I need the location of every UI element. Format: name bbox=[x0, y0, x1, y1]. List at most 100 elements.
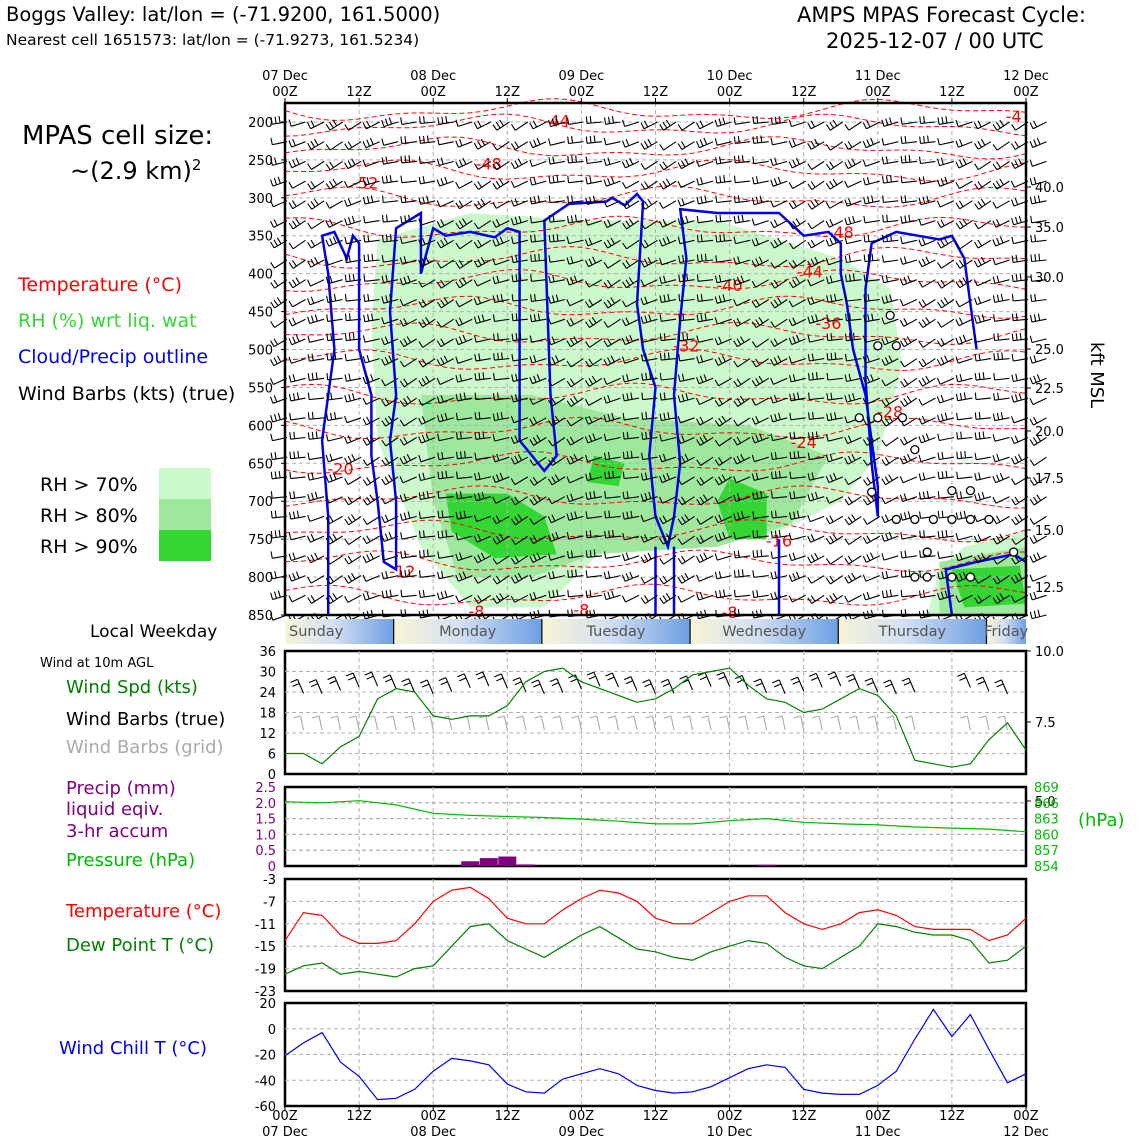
wind-barb bbox=[641, 392, 658, 401]
wind-barb bbox=[733, 195, 751, 204]
date-label-bottom: 12 Dec bbox=[1003, 1125, 1049, 1140]
wind-barb bbox=[604, 530, 621, 539]
wind-barb bbox=[325, 293, 343, 303]
wind-barb bbox=[825, 575, 844, 585]
wind-barb bbox=[936, 200, 955, 208]
wind-barb bbox=[936, 157, 955, 167]
wind-barb bbox=[547, 355, 566, 366]
calm-circle bbox=[965, 485, 976, 496]
wind-barb bbox=[937, 551, 954, 559]
wind-barb bbox=[844, 454, 862, 465]
wind-barb bbox=[751, 358, 770, 368]
wind-barb bbox=[584, 237, 603, 247]
weekday-name: Tuesday bbox=[585, 624, 645, 640]
wind-barb bbox=[566, 275, 584, 286]
wind-barb bbox=[325, 472, 343, 483]
wind-barb bbox=[474, 452, 491, 461]
wind-barb bbox=[548, 294, 566, 304]
wind-barb bbox=[862, 515, 881, 525]
wind-barb bbox=[622, 374, 640, 383]
wind-barb bbox=[307, 180, 325, 190]
wind-barb-grid bbox=[960, 715, 971, 731]
wind-barb bbox=[918, 358, 936, 368]
wind-barb bbox=[770, 237, 788, 249]
pressure-tick-label: 750 bbox=[248, 533, 273, 548]
wind-barb bbox=[807, 431, 825, 440]
wind-barb bbox=[974, 160, 992, 171]
hour-label-top: 12Z bbox=[791, 85, 817, 100]
precip-label-3: 3-hr accum bbox=[66, 821, 169, 842]
pressure-tick-label: 350 bbox=[248, 230, 273, 245]
wind-barb bbox=[399, 236, 417, 245]
wind-barb-grid bbox=[756, 715, 768, 731]
wind-barb-true bbox=[809, 672, 823, 688]
wind-barb bbox=[326, 372, 343, 381]
temp-contour-line bbox=[284, 485, 1027, 509]
wind-barb bbox=[584, 415, 603, 425]
wind-barb bbox=[936, 394, 955, 404]
temp-contour-label: -52 bbox=[352, 174, 378, 193]
wind-barb-true bbox=[846, 673, 860, 689]
wind-barb bbox=[511, 353, 528, 362]
wind-barb bbox=[862, 355, 880, 364]
wind-barb bbox=[289, 431, 306, 440]
wind-barb bbox=[992, 218, 1010, 228]
wind-barb bbox=[825, 496, 844, 504]
wind-barb bbox=[641, 452, 658, 461]
wind-barb bbox=[807, 552, 825, 564]
wind-barb bbox=[714, 274, 732, 284]
wind-barb bbox=[492, 200, 510, 209]
wind-barb bbox=[974, 491, 992, 502]
wind-barb bbox=[751, 195, 769, 206]
wind-barb bbox=[825, 257, 843, 266]
wind-barb bbox=[641, 353, 658, 362]
wind-barb bbox=[418, 338, 436, 348]
chill-panel-tick-label: 20 bbox=[259, 997, 276, 1012]
wind-barb bbox=[306, 296, 325, 306]
wind-barb bbox=[677, 121, 695, 131]
wind-barb bbox=[751, 454, 769, 463]
wind-barb bbox=[381, 294, 399, 304]
height-tick-label: 30.0 bbox=[1035, 271, 1064, 286]
wind-barb bbox=[659, 275, 677, 285]
wind-barb bbox=[585, 176, 603, 185]
wind-barb bbox=[696, 434, 714, 446]
wind-barb bbox=[862, 591, 880, 601]
wind-barb bbox=[381, 234, 399, 243]
wind-barb bbox=[362, 397, 380, 405]
wind-barb bbox=[844, 535, 862, 546]
wind-barb bbox=[640, 279, 658, 287]
wind-panel-tick-label: 18 bbox=[259, 707, 276, 722]
wind-barb-grid bbox=[849, 715, 860, 731]
wind-barb-true bbox=[753, 678, 768, 694]
wind-barb bbox=[603, 200, 621, 208]
calm-circle bbox=[854, 413, 864, 423]
wind-barb bbox=[344, 215, 362, 226]
wind-barb bbox=[844, 476, 862, 486]
wind-barb bbox=[863, 195, 880, 205]
wind-barb bbox=[530, 234, 547, 243]
wind-barb bbox=[974, 180, 992, 191]
wind-barb bbox=[1029, 335, 1047, 344]
wind-barb bbox=[696, 535, 714, 545]
wind-barb bbox=[733, 550, 751, 559]
wind-barb bbox=[844, 373, 862, 383]
wind-barb bbox=[344, 572, 362, 584]
wind-barb bbox=[844, 555, 862, 565]
wind-barb bbox=[473, 594, 492, 604]
wind-barb bbox=[362, 434, 380, 446]
rh90-region bbox=[445, 493, 557, 559]
wind-barb bbox=[641, 372, 658, 381]
wind-barb bbox=[845, 294, 862, 302]
wind-barb bbox=[1011, 393, 1029, 403]
wind-barb bbox=[696, 591, 714, 601]
wind-barb bbox=[455, 552, 473, 562]
wind-barb bbox=[492, 236, 510, 247]
wind-barb bbox=[844, 572, 862, 584]
wind-barb bbox=[436, 377, 454, 386]
wind-barb bbox=[473, 279, 492, 287]
cloud-outline bbox=[320, 192, 978, 615]
wind-barb bbox=[695, 574, 714, 582]
height-tick-label: 7.5 bbox=[1035, 716, 1056, 731]
wind-barb bbox=[344, 555, 362, 565]
